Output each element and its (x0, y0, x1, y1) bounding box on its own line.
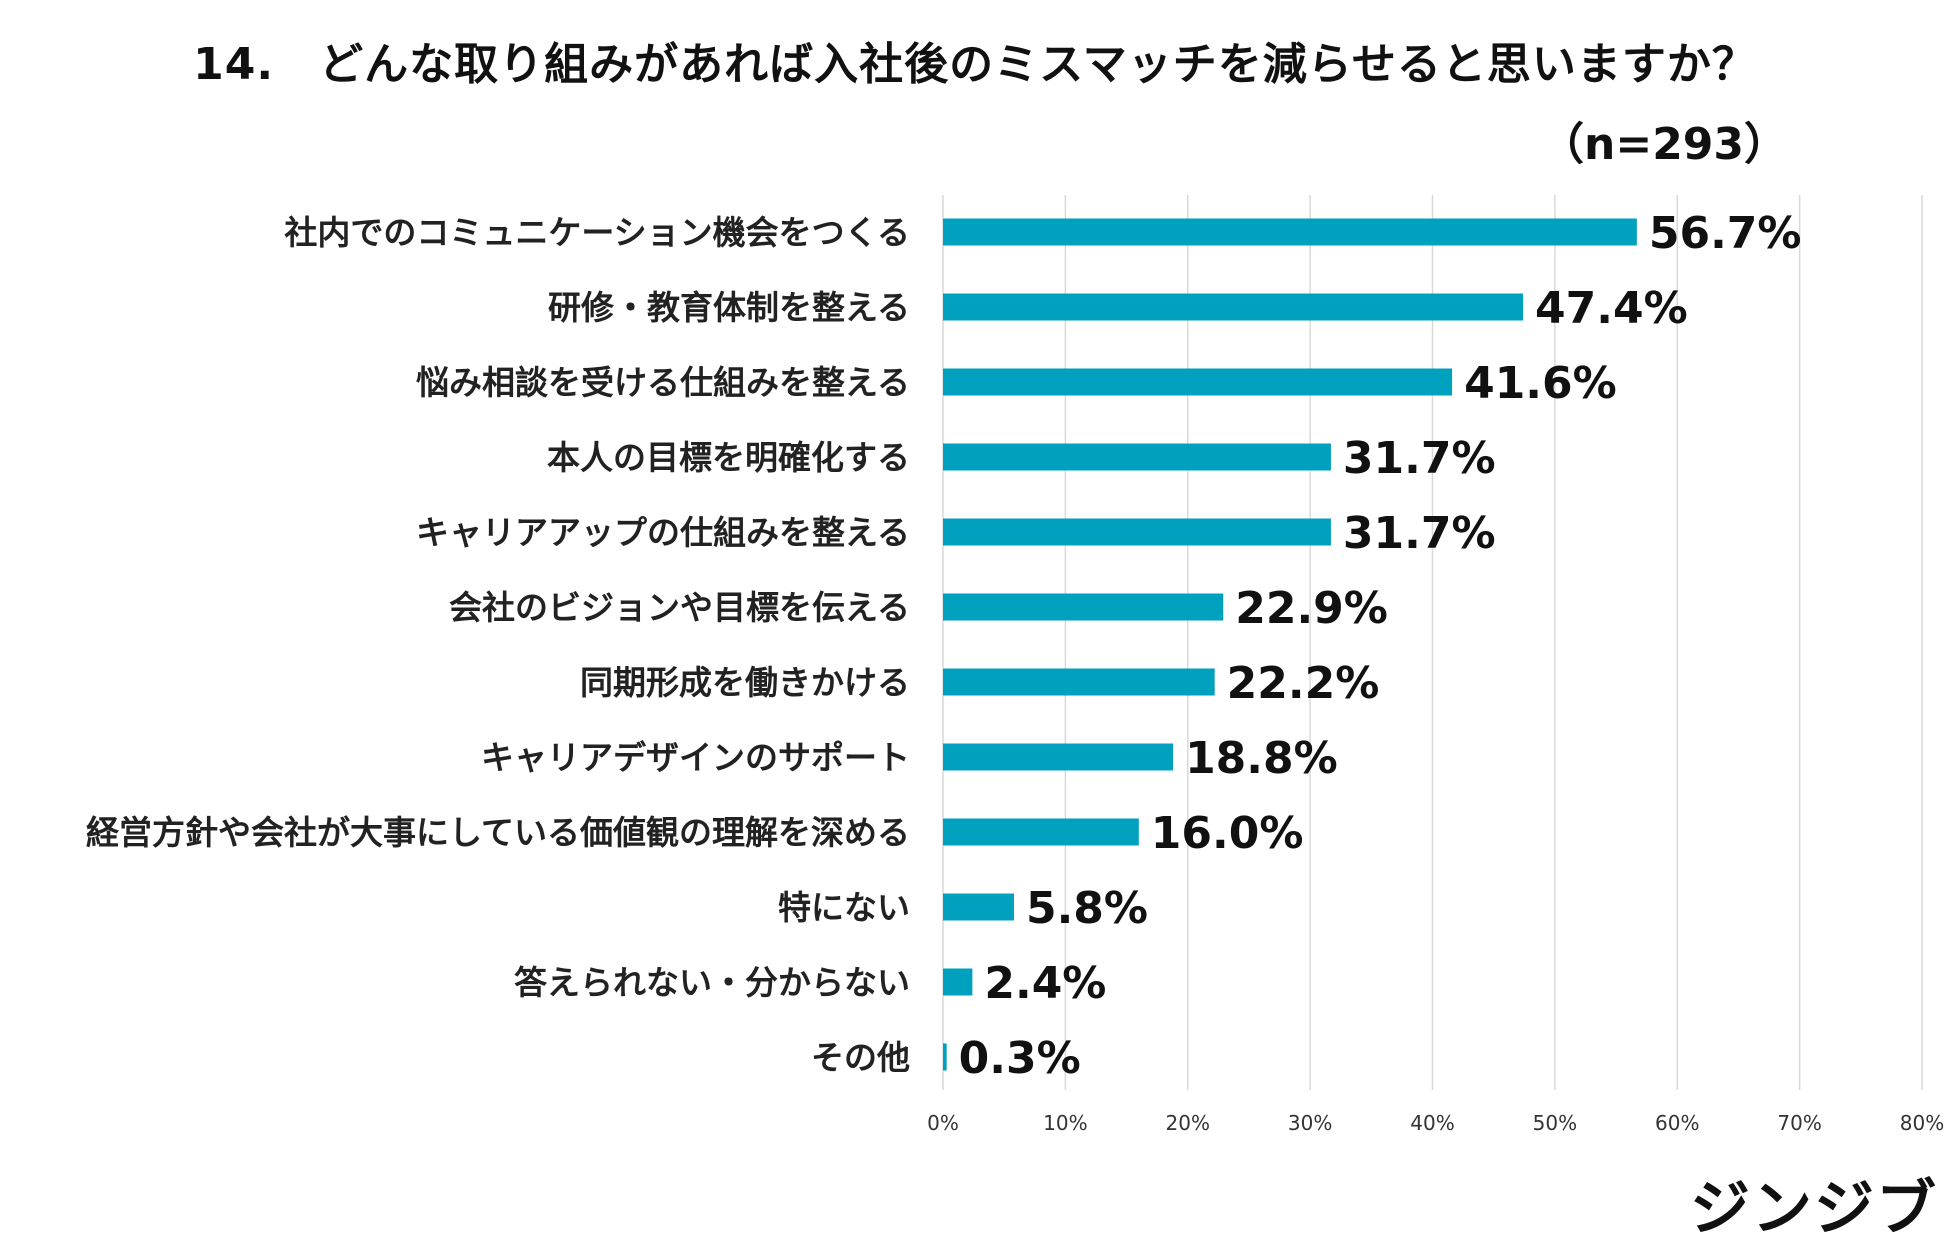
chart-title: 14. どんな取り組みがあれば入社後のミスマッチを減らせると思いますか？ (193, 39, 1757, 90)
x-tick-label: 10% (1043, 1111, 1087, 1135)
bar (943, 818, 1139, 846)
value-label: 16.0% (1151, 808, 1304, 859)
category-label: 経営方針や会社が大事にしている価値観の理解を深める (86, 813, 910, 852)
bar (943, 593, 1224, 621)
category-label: 会社のビジョンや目標を伝える (449, 588, 910, 627)
bar (943, 293, 1524, 321)
value-label: 5.8% (1026, 883, 1148, 934)
value-label: 41.6% (1464, 358, 1617, 409)
bar (943, 1043, 947, 1071)
value-label: 22.9% (1235, 583, 1388, 634)
value-label: 0.3% (959, 1033, 1081, 1084)
category-label: キャリアデザインのサポート (481, 738, 910, 777)
value-label: 56.7% (1649, 208, 1802, 259)
gridlines (942, 195, 1923, 1090)
value-label: 31.7% (1343, 433, 1496, 484)
value-label: 18.8% (1185, 733, 1338, 784)
category-label: キャリアアップの仕組みを整える (416, 513, 910, 552)
bar (943, 518, 1331, 546)
category-label: 同期形成を働きかける (580, 663, 910, 702)
bar (943, 218, 1637, 246)
category-label: 答えられない・分からない (514, 963, 910, 1002)
category-label: 研修・教育体制を整える (548, 288, 910, 327)
value-label: 22.2% (1227, 658, 1380, 709)
category-label: 本人の目標を明確化する (547, 438, 910, 477)
category-labels: 社内でのコミュニケーション機会をつくる研修・教育体制を整える悩み相談を受ける仕組… (86, 213, 910, 1077)
bar (943, 743, 1174, 771)
bar (943, 368, 1453, 396)
value-label: 2.4% (984, 958, 1106, 1009)
bar (943, 893, 1014, 921)
x-tick-label: 20% (1166, 1111, 1210, 1135)
x-tick-label: 30% (1288, 1111, 1332, 1135)
category-label: その他 (811, 1038, 910, 1077)
bar (943, 668, 1215, 696)
value-labels: 56.7% 47.4% 41.6% 31.7% 31.7% 22.9% 22.2% 18.8%… (959, 208, 1802, 1084)
bar (943, 443, 1331, 471)
x-tick-label: 40% (1410, 1111, 1454, 1135)
bar (943, 968, 973, 996)
x-tick-label: 0% (927, 1111, 959, 1135)
category-label: 悩み相談を受ける仕組みを整える (416, 363, 910, 402)
x-tick-label: 50% (1533, 1111, 1577, 1135)
value-label: 31.7% (1343, 508, 1496, 559)
bars (943, 218, 1637, 1071)
x-tick-label: 80% (1900, 1111, 1944, 1135)
brand-logo: ジンジブ (1690, 1174, 1938, 1244)
x-tick-label: 60% (1655, 1111, 1699, 1135)
value-label: 47.4% (1535, 283, 1688, 334)
category-label: 社内でのコミュニケーション機会をつくる (284, 213, 910, 252)
bar-chart: 社内でのコミュニケーション機会をつくる研修・教育体制を整える悩み相談を受ける仕組… (86, 195, 1944, 1135)
category-label: 特にない (778, 888, 910, 927)
x-axis-ticks: 0% 10% 20% 30% 40% 50% 60% 70% 80% (927, 1111, 1944, 1135)
x-tick-label: 70% (1777, 1111, 1821, 1135)
